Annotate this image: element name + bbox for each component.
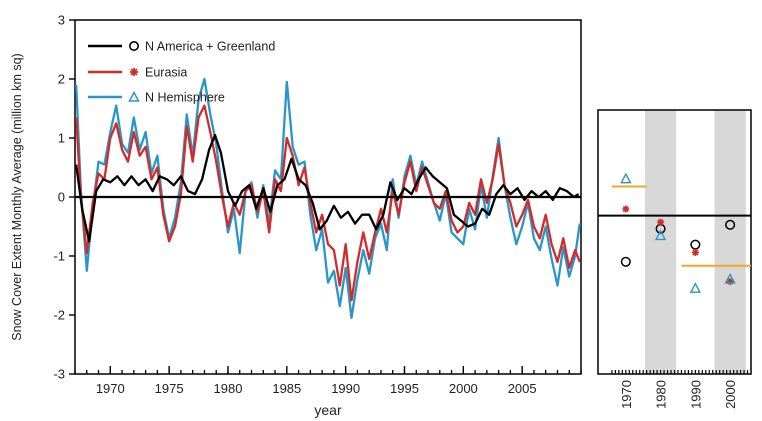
y-tick-label: 1 — [58, 131, 65, 146]
triangle-point — [689, 282, 702, 293]
y-axis-ticks: -3 -2 -1 0 1 2 3 — [53, 13, 75, 382]
y-tick-label: 0 — [58, 190, 65, 205]
x-tick-label: 1975 — [155, 381, 184, 396]
x-tick-label: 2000 — [449, 381, 478, 396]
main-line-chart: -3 -2 -1 0 1 2 3 1970 1975 1980 1985 1990 1995 2000 2… — [10, 13, 582, 418]
shaded-decade-band — [644, 110, 677, 374]
star-marker-icon — [130, 68, 138, 76]
star-point — [691, 249, 699, 257]
legend-label-n-hemisphere: N Hemisphere — [145, 91, 225, 105]
y-tick-label: -1 — [53, 249, 65, 264]
legend-item-n-hemisphere: N Hemisphere — [88, 91, 225, 105]
triangle-point — [620, 172, 632, 184]
legend-label-eurasia: Eurasia — [145, 66, 187, 80]
y-tick-label: 2 — [58, 72, 65, 87]
y-axis-label: Snow Cover Extent Monthly Average (milli… — [10, 53, 24, 340]
x-axis-label: year — [314, 402, 342, 418]
triangle-marker-icon — [128, 90, 140, 102]
circle-point — [690, 239, 701, 250]
y-tick-label: -2 — [53, 308, 65, 323]
x-tick-label: 2005 — [508, 381, 537, 396]
x-tick-label: 1995 — [390, 381, 419, 396]
star-point — [657, 218, 665, 226]
inset-x-axis-ticks: 1970 1980 1990 2000 — [611, 370, 749, 409]
inset-x-tick-label: 2000 — [723, 380, 738, 409]
circle-point — [620, 256, 631, 267]
legend-item-n-america: N America + Greenland — [88, 40, 275, 54]
x-tick-label: 1980 — [214, 381, 243, 396]
x-axis-ticks: 1970 1975 1980 1985 1990 1995 2000 2005 — [74, 366, 582, 396]
series-line-eurasia — [75, 104, 581, 302]
inset-mean-segments — [611, 185, 751, 267]
decadal-inset-chart: 1970 1980 1990 2000 — [597, 109, 752, 409]
x-tick-label: 1970 — [96, 381, 125, 396]
shaded-decade-band — [714, 110, 746, 374]
triangle-point — [654, 229, 667, 241]
y-tick-label: 3 — [58, 13, 65, 28]
inset-x-tick-label: 1970 — [619, 380, 634, 409]
inset-x-tick-label: 1990 — [688, 380, 703, 409]
main-series-lines — [75, 77, 581, 320]
circle-point — [725, 219, 736, 230]
x-tick-label: 1985 — [272, 381, 301, 396]
inset-x-tick-label: 1980 — [654, 380, 669, 409]
y-tick-label: -3 — [53, 367, 65, 382]
triangle-point — [724, 272, 736, 284]
circle-marker-icon — [129, 40, 140, 51]
legend-label-n-america: N America + Greenland — [145, 40, 275, 54]
chart-legend: N America + Greenland Eurasia N Hemisphe… — [88, 40, 275, 105]
inset-points — [620, 172, 736, 293]
star-point — [622, 205, 630, 213]
legend-item-eurasia: Eurasia — [88, 66, 187, 80]
x-tick-label: 1990 — [331, 381, 360, 396]
inset-shaded-bands — [644, 110, 746, 374]
series-line-n-america-greenland — [75, 133, 580, 243]
star-point — [726, 278, 734, 286]
